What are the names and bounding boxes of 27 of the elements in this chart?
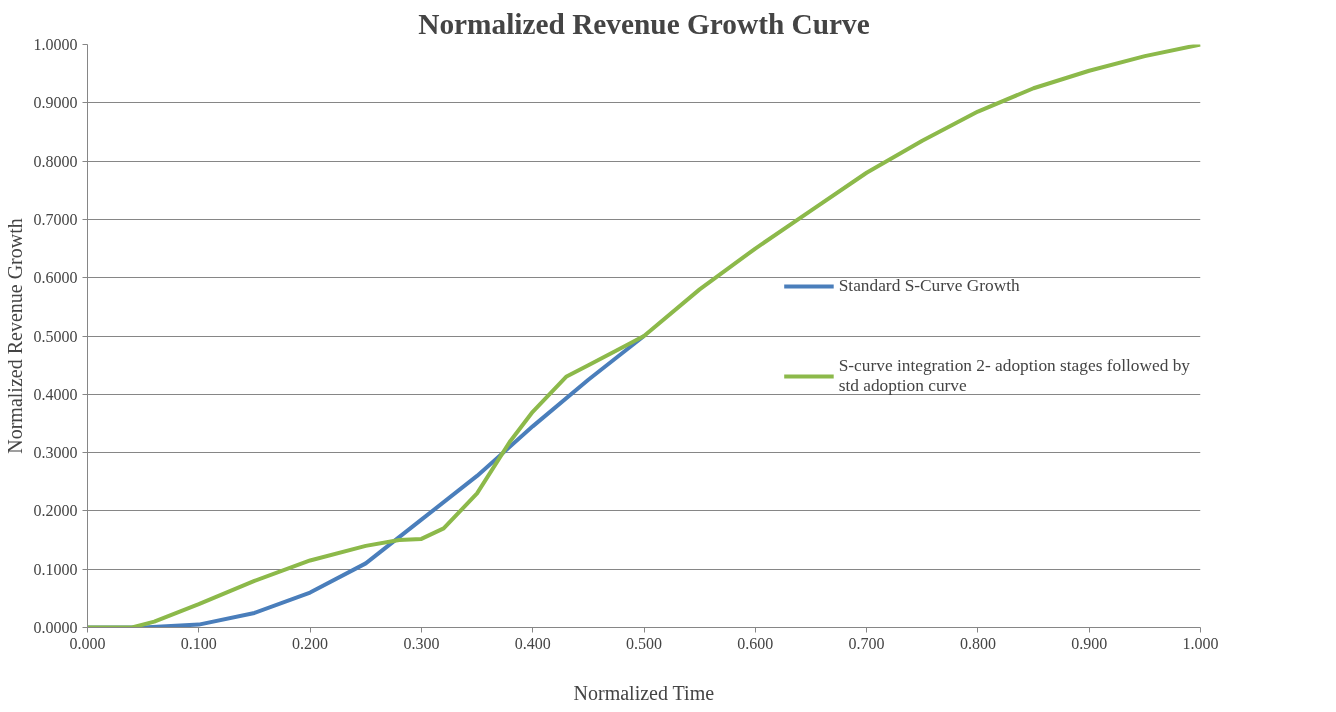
x-tick-label: 0.200 <box>292 634 329 652</box>
x-axis-title: Normalized Time <box>573 681 715 704</box>
y-tick-label: 0.2000 <box>33 502 78 520</box>
x-tick-label: 0.500 <box>626 634 662 652</box>
x-tick-label: 0.600 <box>737 634 774 652</box>
x-tick-label: 0.300 <box>403 634 440 652</box>
y-tick-label: 0.9000 <box>33 94 78 112</box>
x-tick-label: 0.400 <box>514 634 551 652</box>
y-axis-title: Normalized Revenue Growth <box>3 218 26 454</box>
x-tick-label: 0.900 <box>1071 634 1108 652</box>
x-tick-label: 0.700 <box>848 634 885 652</box>
x-tick-label: 1.000 <box>1182 634 1219 652</box>
chart-title: Normalized Revenue Growth Curve <box>418 7 870 40</box>
y-tick-label: 0.3000 <box>33 444 78 462</box>
y-tick-label: 1.0000 <box>33 36 78 53</box>
legend-label: Standard S-Curve Growth <box>838 275 1020 296</box>
y-tick-label: 0.8000 <box>33 152 78 170</box>
y-tick-label: 0.6000 <box>33 269 78 287</box>
x-tick-label: 0.800 <box>959 634 996 652</box>
y-tick-label: 0.7000 <box>33 210 78 228</box>
y-tick-label: 0.4000 <box>33 385 78 403</box>
legend-label: S-curve integration 2- adoption stages followed by std adoption curve <box>838 355 1190 396</box>
x-tick-label: 0.000 <box>69 634 106 652</box>
y-tick-label: 0.1000 <box>33 560 78 578</box>
y-tick-label: 0.5000 <box>33 327 78 345</box>
y-tick-label: 0.0000 <box>33 619 78 636</box>
x-tick-label: 0.100 <box>180 634 217 652</box>
